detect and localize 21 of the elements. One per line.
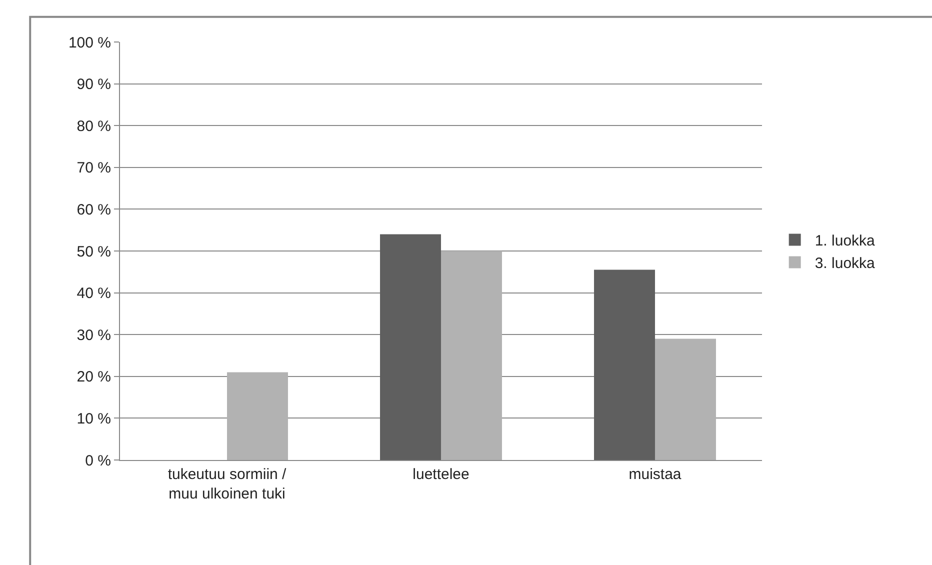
bar [655,338,716,460]
y-tick-label: 0 % [85,452,111,470]
y-tick-label: 60 % [76,201,111,218]
y-tick-label: 30 % [76,326,111,344]
y-tick-label: 50 % [76,243,111,260]
legend-label: 1. luokka [814,232,876,250]
bar [380,234,441,460]
y-tick-label: 70 % [76,160,111,177]
y-tick-label: 20 % [76,368,111,386]
y-tick-label: 40 % [76,285,111,302]
bar [594,270,655,460]
bar [441,251,502,460]
y-tick-label: 10 % [76,410,111,428]
y-tick-label: 90 % [76,76,111,94]
y-tick-label: 100 % [68,34,111,52]
x-tick-label: luettelee [412,466,470,483]
x-tick-label: muistaa [628,466,682,483]
legend-label: 3. luokka [814,255,876,272]
bar [227,372,288,460]
x-tick-label: tukeutuu sormiin / muu ulkoinen tuki [168,466,288,502]
y-tick-label: 80 % [76,118,111,135]
